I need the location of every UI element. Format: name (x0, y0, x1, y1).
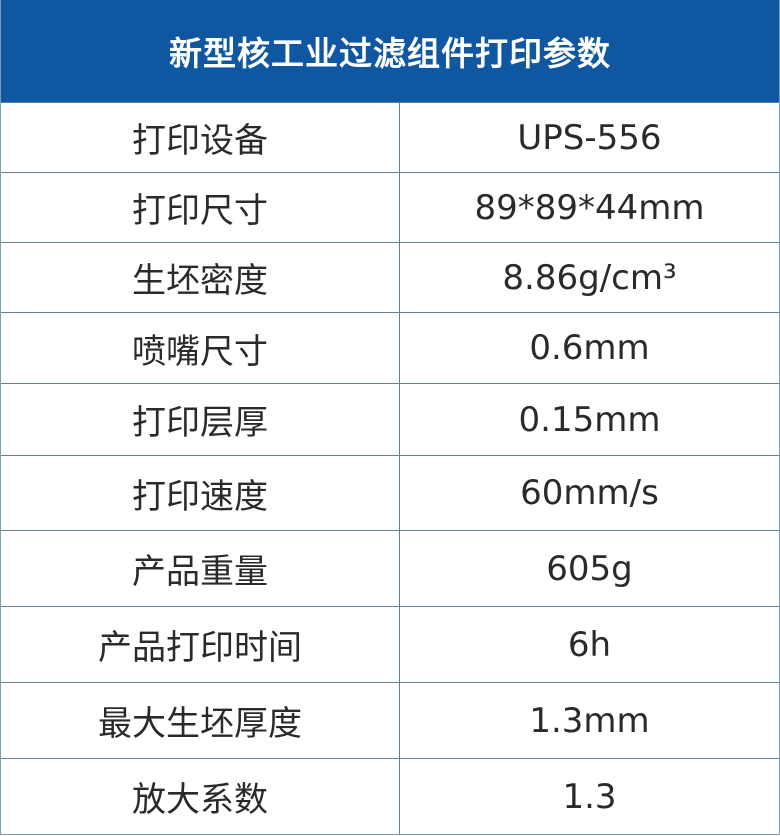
parameter-value: 60mm/s (520, 473, 659, 513)
parameter-value: 0.6mm (529, 328, 650, 368)
parameter-value: 605g (546, 548, 633, 589)
parameter-value: 6h (567, 624, 612, 665)
parameter-label: 打印层厚 (1, 384, 400, 455)
parameter-value: 8.86g/cm³ (502, 257, 677, 298)
parameter-value: UPS-556 (517, 117, 662, 158)
table-row: 放大系数 1.3 (1, 758, 779, 834)
parameter-label: 喷嘴尺寸 (1, 313, 400, 383)
parameter-label: 最大生坯厚度 (1, 683, 400, 758)
parameter-label: 打印尺寸 (1, 173, 400, 242)
table-row: 最大生坯厚度 1.3mm (1, 682, 779, 758)
parameter-label: 产品重量 (1, 531, 400, 606)
parameter-value: 1.3mm (529, 700, 650, 741)
table-row: 打印设备 UPS-556 (1, 102, 779, 172)
table-row: 喷嘴尺寸 0.6mm (1, 312, 779, 383)
table-row: 生坯密度 8.86g/cm³ (1, 242, 779, 312)
parameter-label: 产品打印时间 (1, 607, 400, 682)
table-body: 打印设备 UPS-556 打印尺寸 89*89*44mm 生坯密度 8.86g/cm³ 喷嘴… (1, 102, 779, 834)
parameter-value: 1.3 (562, 776, 617, 817)
parameter-label: 生坯密度 (1, 243, 400, 312)
parameter-label: 放大系数 (1, 759, 400, 834)
table-row: 打印层厚 0.15mm (1, 383, 779, 455)
table-row: 产品重量 605g (1, 530, 779, 606)
parameter-label: 打印设备 (1, 103, 400, 172)
table-row: 产品打印时间 6h (1, 606, 779, 682)
table-row: 打印尺寸 89*89*44mm (1, 172, 779, 242)
parameter-value: 0.15mm (518, 399, 661, 440)
table-title: 新型核工业过滤组件打印参数 (1, 0, 779, 102)
parameter-value: 89*89*44mm (474, 187, 705, 228)
table-row: 打印速度 60mm/s (1, 455, 779, 530)
parameter-label: 打印速度 (1, 456, 400, 530)
